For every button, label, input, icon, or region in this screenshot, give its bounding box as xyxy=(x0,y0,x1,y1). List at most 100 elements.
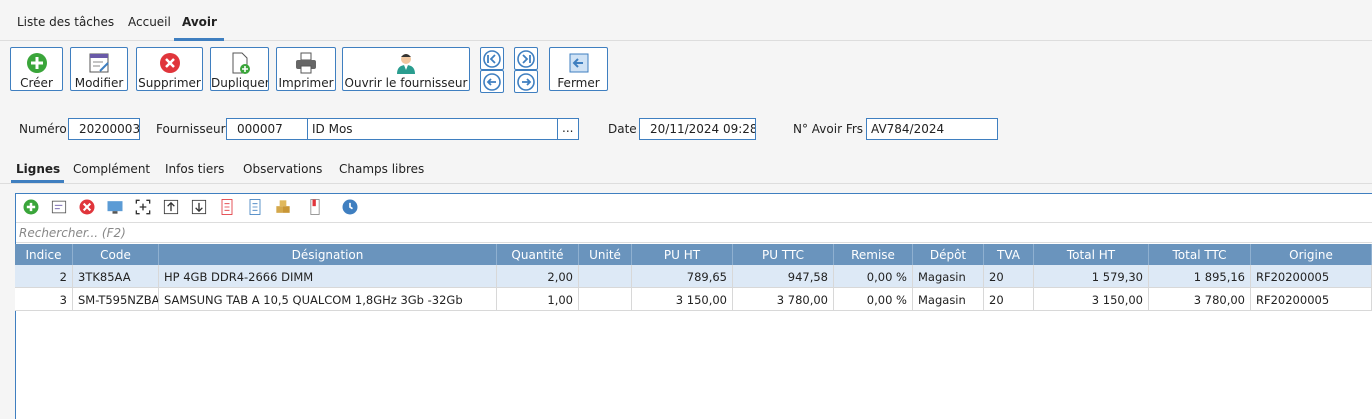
avoir-frs-input[interactable]: AV784/2024 xyxy=(866,118,998,140)
grid-tool-icon[interactable] xyxy=(340,197,362,219)
grid-cell: 3 150,00 xyxy=(632,288,733,311)
nav-button[interactable] xyxy=(514,70,538,93)
grid-cell: 3 780,00 xyxy=(733,288,834,311)
button-icon xyxy=(87,51,111,75)
grid-tool-icon[interactable] xyxy=(217,197,239,219)
button-icon-svg xyxy=(159,53,180,73)
grid-tool-icon-svg xyxy=(342,199,358,215)
grid-row[interactable] xyxy=(15,265,1372,288)
sub-tab[interactable]: Observations xyxy=(243,162,323,176)
grid-cell: 20 xyxy=(984,288,1034,311)
grid-cell: HP 4GB DDR4-2666 DIMM xyxy=(159,265,497,288)
column-header[interactable]: Total HT xyxy=(1034,244,1149,265)
button-icon-svg xyxy=(397,54,415,74)
grid-cell: SM-T595NZBA xyxy=(73,288,159,311)
toolbar-button[interactable]: Ouvrir le fournisseur xyxy=(342,47,470,91)
button-icon-svg xyxy=(569,53,588,73)
top-tab[interactable]: Accueil xyxy=(128,15,171,29)
toolbar-button[interactable]: Créer xyxy=(10,47,63,91)
grid-tool-icon[interactable] xyxy=(105,197,127,219)
button-label: Supprimer xyxy=(138,76,201,90)
grid-cell: 947,58 xyxy=(733,265,834,288)
sub-tab[interactable]: Infos tiers xyxy=(165,162,225,176)
grid-cell: 20 xyxy=(984,265,1034,288)
nav-button[interactable] xyxy=(480,47,504,70)
grid-tool-icon[interactable] xyxy=(189,197,211,219)
sub-tab[interactable]: Lignes xyxy=(16,162,61,176)
toolbar-button[interactable]: Imprimer xyxy=(276,47,336,91)
grid-cell: RF20200005 xyxy=(1251,265,1372,288)
nav-icon-svg xyxy=(483,50,501,68)
toolbar-button[interactable]: Modifier xyxy=(70,47,128,91)
grid-tool-icon[interactable] xyxy=(133,197,155,219)
button-label: Imprimer xyxy=(278,76,334,90)
nav-icon xyxy=(481,48,503,69)
button-icon xyxy=(394,51,418,75)
grid-tool-icon-svg xyxy=(249,199,261,215)
nav-button[interactable] xyxy=(480,70,504,93)
button-icon xyxy=(228,51,252,75)
toolbar-button[interactable]: Dupliquer xyxy=(210,47,269,91)
column-header[interactable]: Quantité xyxy=(497,244,579,265)
grid-tool-icon-svg xyxy=(191,199,207,215)
date-input[interactable]: 20/11/2024 09:28 xyxy=(639,118,756,140)
numero-input[interactable]: 20200003 xyxy=(68,118,140,140)
grid-header xyxy=(15,244,1372,265)
column-header[interactable]: Origine xyxy=(1251,244,1372,265)
column-header[interactable]: Unité xyxy=(579,244,632,265)
column-header[interactable]: Total TTC xyxy=(1149,244,1251,265)
column-header[interactable]: Dépôt xyxy=(913,244,984,265)
grid-tool-icon[interactable] xyxy=(21,197,43,219)
grid-tool-icon-svg xyxy=(23,199,39,215)
top-bar xyxy=(0,0,1372,41)
tab-underline xyxy=(174,38,224,41)
sub-tab-underline xyxy=(11,180,64,183)
grid-cell: 1 579,30 xyxy=(1034,265,1149,288)
grid-tool-icon-svg xyxy=(163,199,179,215)
grid-row[interactable] xyxy=(15,288,1372,311)
grid-tool-icon[interactable] xyxy=(77,197,99,219)
grid-tool-icon[interactable] xyxy=(305,197,327,219)
grid-tool-icon[interactable] xyxy=(49,197,71,219)
sub-tab[interactable]: Champs libres xyxy=(339,162,425,176)
nav-icon xyxy=(481,71,503,92)
column-header[interactable]: PU TTC xyxy=(733,244,834,265)
column-header[interactable]: Code xyxy=(73,244,159,265)
button-label: Fermer xyxy=(557,76,600,90)
grid-cell: RF20200005 xyxy=(1251,288,1372,311)
search-box[interactable]: Rechercher... (F2) xyxy=(16,222,1372,243)
nav-icon xyxy=(515,71,537,92)
top-tab[interactable]: Liste des tâches xyxy=(17,15,115,29)
grid-tool-icon[interactable] xyxy=(245,197,267,219)
toolbar-button[interactable]: Supprimer xyxy=(136,47,203,91)
supplier-code-input[interactable]: 000007 xyxy=(226,118,308,140)
column-header[interactable]: Indice xyxy=(15,244,73,265)
grid-cell: 1 895,16 xyxy=(1149,265,1251,288)
column-header[interactable]: PU HT xyxy=(632,244,733,265)
column-header[interactable]: TVA xyxy=(984,244,1034,265)
grid-cell: 3 150,00 xyxy=(1034,288,1149,311)
grid-tool-icon-svg xyxy=(79,199,95,215)
supplier-name-input[interactable]: ID Mos xyxy=(307,118,558,140)
button-label: Créer xyxy=(20,76,53,90)
button-label: Dupliquer xyxy=(211,76,268,90)
button-label: Modifier xyxy=(74,76,124,90)
nav-icon-svg xyxy=(517,50,535,68)
grid-cell: 3TK85AA xyxy=(73,265,159,288)
button-icon xyxy=(158,51,182,75)
top-tab[interactable]: Avoir xyxy=(182,15,217,29)
column-header[interactable]: Remise xyxy=(834,244,913,265)
grid-cell: 2 xyxy=(15,265,73,288)
field-label: N° Avoir Frs xyxy=(793,122,864,136)
grid-tool-icon[interactable] xyxy=(161,197,183,219)
grid-cell: 0,00 % xyxy=(834,288,913,311)
supplier-button[interactable]: ... xyxy=(557,118,579,140)
grid-cell: 789,65 xyxy=(632,265,733,288)
sub-tab[interactable]: Complément xyxy=(73,162,151,176)
nav-button[interactable] xyxy=(514,47,538,70)
column-header[interactable]: Désignation xyxy=(159,244,497,265)
grid-tool-icon[interactable] xyxy=(273,197,295,219)
toolbar-button[interactable]: Fermer xyxy=(549,47,608,91)
grid-tool-icon-svg xyxy=(276,200,290,213)
